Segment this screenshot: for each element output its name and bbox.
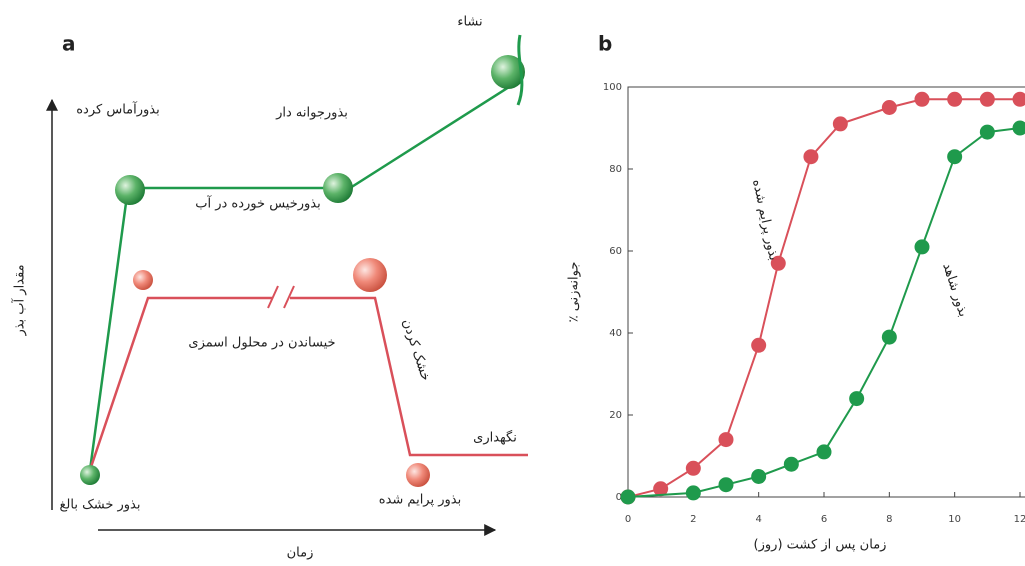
point [947,92,962,107]
y-tick-label: 100 [603,82,622,93]
point [947,149,962,164]
y-axis-title: ٪ جوانه‌زنی [567,262,582,323]
point [751,469,766,484]
label: خیساندن در محلول اسمزی [188,336,335,351]
label: خشک کردن [399,317,433,383]
label: بذورجوانه دار [275,106,348,121]
y-tick-label: 80 [609,164,622,175]
point [803,149,818,164]
y-tick-label: 60 [609,246,622,257]
x-tick-label: 0 [625,514,631,525]
point [1013,121,1025,136]
point [882,100,897,115]
series-label: بذور شاهد [939,261,970,319]
figure: a مقدار آب بذر زمان نشاء بذورآماس کرده ب… [0,0,1025,566]
label: بذور خشک بالغ [60,498,141,513]
seed [353,258,387,292]
point [980,92,995,107]
point [817,444,832,459]
y-axis-label: مقدار آب بذر [11,264,28,336]
y-tick-label: 40 [609,328,622,339]
label: نگهداری [473,430,517,446]
point [751,338,766,353]
label: بذورخیس خورده در آب [195,195,320,212]
x-tick-label: 12 [1014,514,1025,525]
seed [406,463,430,487]
point [980,125,995,140]
point [719,432,734,447]
diagram-a: a مقدار آب بذر زمان نشاء بذورآماس کرده ب… [11,15,529,561]
point [719,477,734,492]
point [686,485,701,500]
x-axis-label: زمان [287,546,314,561]
water-path [90,80,520,470]
point [1013,92,1025,107]
chart-b: b ٪ جوانه‌زنی زمان پس از کشت (روز) 0 20 40… [567,32,1025,553]
panel-label: b [598,32,612,56]
point [833,116,848,131]
x-tick-label: 4 [755,514,761,525]
point [849,391,864,406]
x-tick-label: 6 [821,514,827,525]
y-tick-label: 20 [609,410,622,421]
x-axis-title: زمان پس از کشت (روز) [754,538,887,553]
seed [115,175,145,205]
point [784,457,799,472]
point [686,461,701,476]
seed [80,465,100,485]
series-label: بذور پرایم شده [749,178,781,262]
x-tick-label: 8 [886,514,892,525]
label: بذور پرایم شده [379,493,461,508]
point [915,239,930,254]
point [882,330,897,345]
point [915,92,930,107]
x-tick-label: 2 [690,514,696,525]
seed [323,173,353,203]
point [621,490,636,505]
panel-label: a [62,32,76,56]
label: بذورآماس کرده [76,101,160,118]
label: نشاء [457,15,482,30]
priming-path [90,298,528,470]
seed [133,270,153,290]
x-tick-label: 10 [948,514,961,525]
